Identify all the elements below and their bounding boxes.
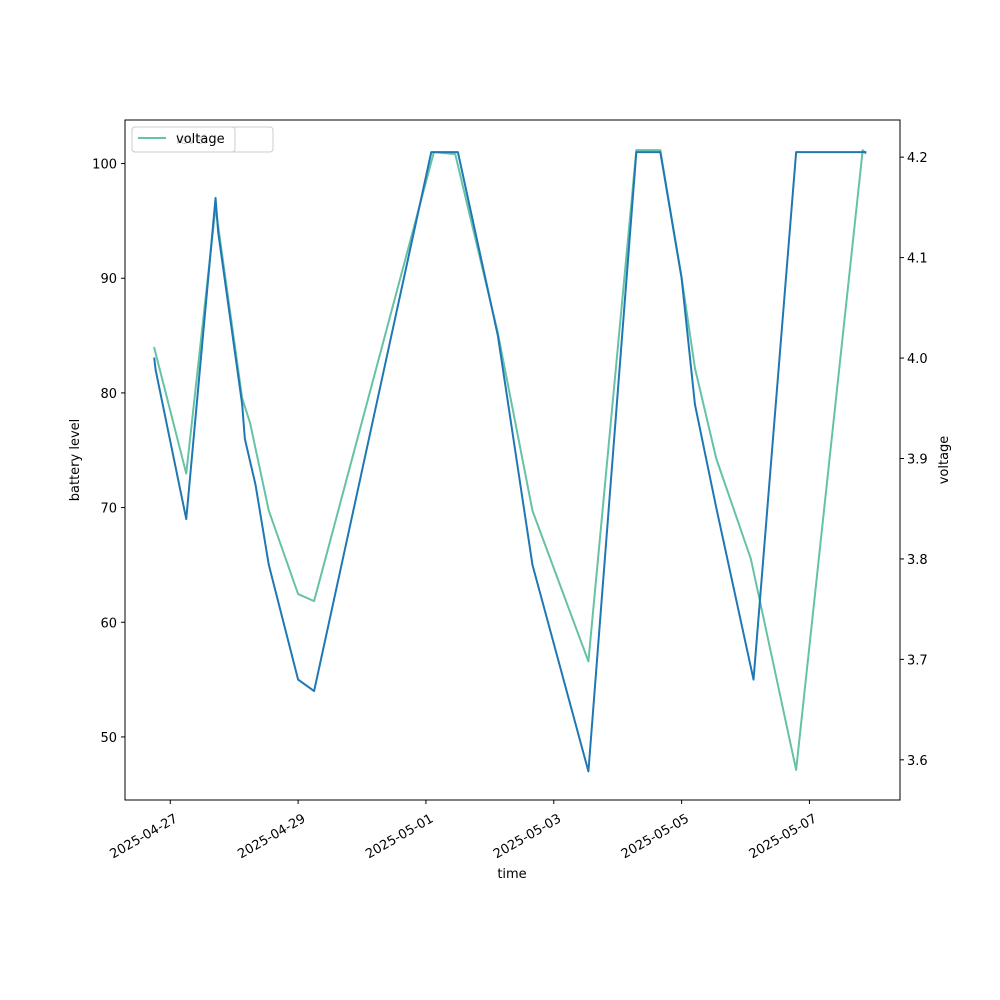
x-axis: 2025-04-27 2025-04-29 2025-05-01 2025-05-03…	[108, 800, 820, 862]
x-tick-label: 2025-05-05	[619, 811, 692, 862]
right-y-tick-label: 3.8	[907, 553, 928, 568]
left-y-tick-label: 70	[100, 502, 117, 517]
right-y-axis-label: voltage	[937, 436, 952, 485]
series-line-voltage	[153, 149, 867, 771]
legend-label-voltage: voltage	[176, 132, 225, 147]
right-y-tick-label: 4.2	[907, 151, 928, 166]
x-tick-label: 2025-05-07	[747, 811, 820, 862]
series-line-level	[153, 151, 867, 773]
right-y-tick-label: 3.6	[907, 754, 928, 769]
legend-box-overlay	[131, 126, 236, 153]
series-layer	[153, 149, 867, 773]
left-y-axis: 50 60 70 80 90 100	[92, 158, 125, 746]
plot-area	[124, 119, 901, 801]
right-y-tick-label: 4.1	[907, 252, 928, 267]
x-axis-label: time	[497, 867, 526, 882]
left-y-axis-label: battery level	[68, 419, 83, 502]
right-y-tick-label: 4.0	[907, 352, 928, 367]
left-y-tick-label: 80	[100, 387, 117, 402]
left-y-tick-label: 50	[100, 731, 117, 746]
x-tick-label: 2025-05-03	[491, 811, 564, 862]
right-y-tick-label: 3.9	[907, 452, 928, 467]
plot-frame	[124, 119, 901, 801]
legend: level voltage	[131, 126, 274, 153]
left-y-tick-label: 60	[100, 616, 117, 631]
right-y-axis: 3.6 3.7 3.8 3.9 4.0 4.1 4.2	[900, 151, 928, 769]
x-tick-label: 2025-04-27	[108, 811, 181, 862]
left-y-tick-label: 100	[92, 158, 117, 173]
x-tick-label: 2025-04-29	[235, 811, 308, 862]
left-y-tick-label: 90	[100, 272, 117, 287]
x-tick-label: 2025-05-01	[363, 811, 436, 862]
right-y-tick-label: 3.7	[907, 653, 928, 668]
